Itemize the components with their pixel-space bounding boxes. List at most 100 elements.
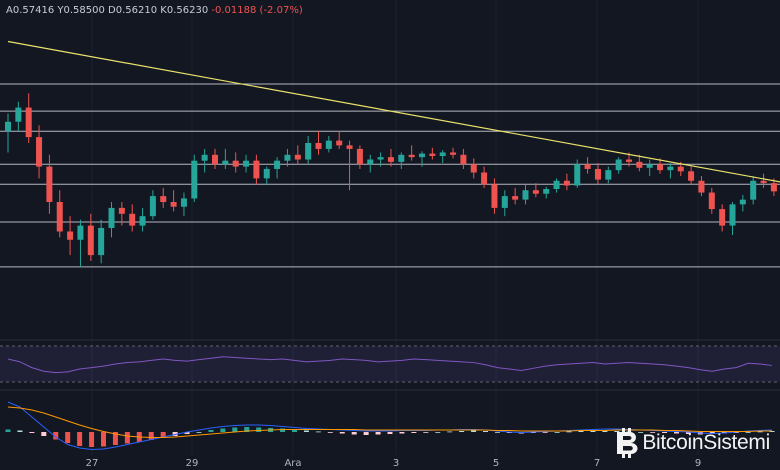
candle	[512, 187, 519, 205]
candle-body	[253, 160, 260, 179]
candle	[367, 154, 374, 173]
candle	[160, 187, 167, 208]
trendline[interactable]	[7, 40, 780, 183]
candle-body	[470, 164, 477, 173]
candle-body	[698, 180, 705, 193]
candle-body	[212, 154, 218, 165]
macd-histogram-bar	[244, 427, 250, 432]
candle-body	[739, 199, 746, 205]
candle-body	[243, 160, 250, 167]
candle	[708, 187, 715, 214]
macd-histogram-bar	[602, 430, 608, 432]
macd-histogram-bar	[220, 428, 226, 432]
macd-histogram-bar	[375, 432, 381, 435]
candle	[180, 192, 187, 217]
macd-histogram-bar	[53, 432, 59, 440]
macd-histogram-bar	[542, 432, 548, 433]
macd-histogram-bar	[29, 432, 35, 433]
x-tick-label: Ara	[284, 458, 301, 469]
candle	[543, 186, 550, 199]
macd-histogram-bar	[77, 432, 83, 446]
candle-body	[139, 216, 146, 226]
candle	[470, 158, 477, 179]
macd-histogram-bar	[578, 431, 584, 432]
candle-body	[553, 180, 560, 190]
macd-histogram-bar	[41, 432, 47, 436]
macd-histogram-bar	[674, 432, 679, 434]
candle-body	[532, 190, 539, 194]
candle-body	[263, 168, 270, 179]
candle-body	[118, 207, 125, 214]
candles	[5, 93, 777, 267]
candle	[5, 113, 11, 153]
candle-body	[719, 209, 726, 226]
candle	[77, 219, 84, 267]
rsi-pane	[0, 345, 780, 383]
candle	[212, 148, 218, 169]
candle-body	[594, 168, 601, 180]
candle	[646, 159, 653, 177]
candle	[719, 204, 726, 232]
macd-histogram-bar	[662, 432, 668, 433]
candle	[532, 183, 539, 198]
candle-body	[346, 145, 353, 149]
candle-body	[294, 154, 301, 160]
candle-body	[305, 143, 312, 160]
candle-body	[646, 164, 653, 168]
candle	[760, 173, 767, 188]
macd-histogram-bar	[196, 432, 202, 433]
candle-body	[274, 160, 281, 169]
candle-body	[667, 166, 674, 171]
macd-histogram-bar	[745, 432, 751, 433]
candle	[263, 166, 270, 185]
ohlc-close: K0.56230	[160, 5, 209, 16]
candle	[356, 145, 363, 169]
candle	[657, 158, 664, 174]
candle-body	[677, 166, 684, 172]
candle	[253, 154, 260, 185]
candle-body	[729, 204, 736, 226]
macd-histogram-bar	[614, 431, 620, 432]
macd-histogram-bar	[292, 429, 297, 432]
candle-body	[5, 121, 11, 132]
candle-body	[460, 154, 467, 165]
ohlc-legend: A0.57416 Y0.58500 D0.56210 K0.56230 -0.0…	[6, 5, 303, 16]
macd-histogram-bar	[112, 432, 118, 445]
candle-body	[387, 157, 394, 162]
candle	[667, 163, 674, 179]
candle	[584, 157, 591, 174]
candle	[325, 135, 332, 153]
candle	[460, 148, 467, 169]
watermark: BitcoinSistemi	[614, 428, 770, 458]
macd-histogram-bar	[435, 432, 441, 433]
x-tick-label: 3	[393, 458, 399, 469]
candle	[98, 219, 105, 264]
x-tick-label: 27	[86, 458, 99, 469]
x-axis: 27 29 Ara 3 5 7 9	[86, 458, 702, 469]
candle	[398, 152, 405, 169]
macd-histogram-bar	[327, 432, 333, 433]
candle	[118, 202, 125, 226]
macd-histogram-bar	[89, 432, 95, 447]
candle-body	[108, 207, 115, 228]
candle-body	[191, 160, 198, 199]
macd-histogram-bar	[315, 431, 321, 433]
candle-body	[563, 180, 570, 186]
candle-body	[439, 152, 446, 156]
macd-histogram-bar	[339, 432, 345, 434]
candle	[594, 163, 601, 185]
macd-histogram-bar	[65, 432, 71, 443]
candle	[294, 145, 301, 165]
grid	[91, 0, 699, 455]
candle-body	[543, 189, 550, 194]
candle	[387, 148, 394, 167]
macd-histogram-bar	[650, 432, 656, 433]
macd-histogram-bar	[590, 430, 596, 432]
macd-histogram-bar	[459, 431, 465, 432]
macd-histogram-bar	[423, 432, 429, 433]
macd-histogram-bar	[471, 430, 477, 432]
candle-body	[688, 171, 695, 181]
candle-body	[46, 166, 53, 202]
